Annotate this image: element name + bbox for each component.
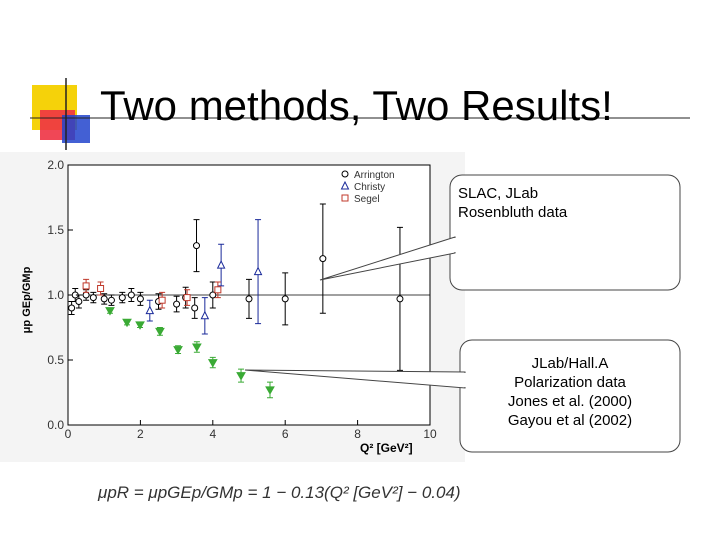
point [158,296,166,304]
callout-text: SLAC, JLab [458,185,538,202]
legend-marker [341,194,349,202]
y-tick-label: 1.5 [47,223,64,237]
x-tick-label: 2 [137,427,144,441]
formula: μpR = μpGEp/GMp = 1 − 0.13(Q² [GeV²] − 0… [97,483,461,502]
point [265,386,275,395]
point [216,259,226,269]
chart: 0.0 0.5 1.0 1.5 2.0 0 2 4 6 8 10 Q² [GeV²] μp GEp/GM… [21,158,437,455]
point [82,282,90,290]
point [173,346,183,355]
point [155,327,165,337]
callout-text: Jones et al. (2000) [508,393,632,410]
point [100,295,108,303]
point [214,286,222,294]
legend-marker [341,170,349,178]
point [135,321,145,330]
point [396,295,404,303]
callout-box [459,339,681,453]
y-tick-label: 0.5 [47,353,64,367]
callout-text: Polarization data [514,374,626,391]
point [107,296,115,304]
legend-label: Segel [354,194,380,205]
x-tick-label: 0 [65,427,72,441]
point [183,294,191,302]
point [207,359,218,368]
callout-text: Gayou et al (2002) [508,412,632,429]
slide-title: Two methods, Two Results! [100,82,613,129]
y-tick-label: 2.0 [47,158,64,172]
point [200,310,210,320]
point [127,291,135,299]
point [173,300,181,308]
point [319,255,327,263]
callout-text: Rosenbluth data [458,204,568,221]
legend-marker [340,180,350,190]
callout-box [449,174,681,291]
point [236,372,246,381]
point [191,304,199,312]
point [68,304,76,312]
point [105,307,115,316]
point [193,242,201,250]
point [209,291,217,299]
callouts: SLAC, JLab Rosenbluth data JLab/Hall.A Pola… [244,174,681,453]
point [281,295,289,303]
x-tick-label: 10 [423,427,437,441]
x-axis-label: Q² [GeV²] [360,441,413,455]
point [136,295,144,303]
point [97,285,105,292]
callout-text: JLab/Hall.A [532,355,609,372]
point [122,318,132,328]
point [75,298,83,305]
legend-label: Arrington [354,170,395,181]
y-tick-label: 0.0 [47,418,64,432]
point [145,305,155,315]
point [89,294,97,302]
legend-label: Christy [354,182,385,193]
x-tick-label: 4 [209,427,216,441]
x-tick-label: 8 [354,427,361,441]
point [192,343,202,353]
y-axis-label: μp GEp/GMp [21,266,33,333]
point [245,295,253,303]
point [118,294,126,302]
y-tick-label: 1.0 [47,288,64,302]
x-tick-label: 6 [282,427,289,441]
point [253,266,263,276]
